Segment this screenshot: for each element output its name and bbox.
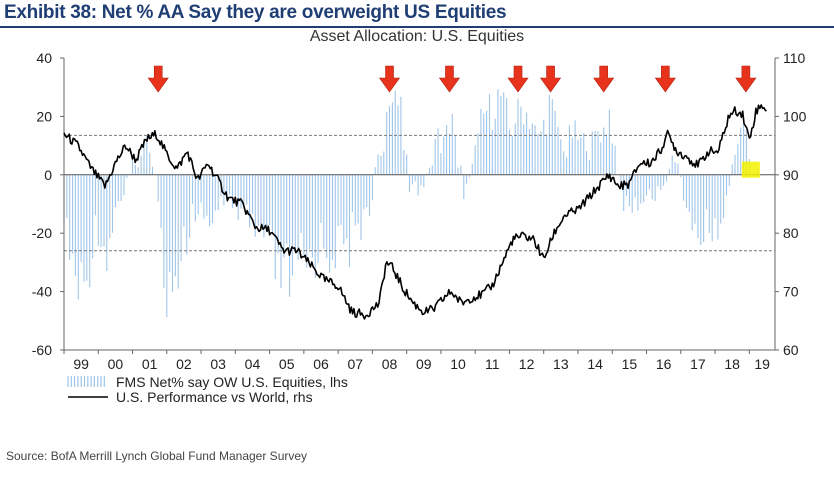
source-note: Source: BofA Merrill Lynch Global Fund M… <box>6 449 308 463</box>
y-left-tick-label: -40 <box>32 284 52 300</box>
line-series <box>63 104 767 320</box>
performance-line <box>63 104 767 320</box>
y-right-tick-label: 60 <box>783 342 799 358</box>
legend-label-bars: FMS Net% say OW U.S. Equities, lhs <box>116 374 348 390</box>
down-arrow-icon <box>507 65 529 93</box>
x-tick-label: 13 <box>553 356 569 372</box>
exhibit-title: Exhibit 38: Net % AA Say they are overwe… <box>4 2 507 23</box>
y-left-tick-label: -20 <box>32 225 52 241</box>
chart-title: Asset Allocation: U.S. Equities <box>309 28 525 45</box>
legend-label-line: U.S. Performance vs World, rhs <box>116 389 313 405</box>
highlight-marker <box>741 161 760 178</box>
x-tick-label: 15 <box>622 356 638 372</box>
x-tick-label: 99 <box>73 356 89 372</box>
down-arrow-icon <box>735 65 757 93</box>
chart: 40 20 0 -20 -40 -60 110 100 90 80 70 60 99 00 01 02 03 04… <box>32 50 807 405</box>
x-tick-label: 09 <box>416 356 432 372</box>
x-tick-label: 07 <box>347 356 363 372</box>
y-left-tick-label: 40 <box>36 50 52 66</box>
bar-series <box>63 89 759 318</box>
y-right-tick-label: 110 <box>783 50 806 66</box>
down-arrow-icon <box>539 65 562 93</box>
reference-lines <box>64 134 775 252</box>
y-left-tick-label: 20 <box>36 108 52 124</box>
x-tick-label: 12 <box>519 356 535 372</box>
down-arrow-icon <box>147 65 169 93</box>
down-arrow-icon <box>654 65 676 93</box>
y-right-tick-label: 70 <box>783 284 799 300</box>
y-right-tick-label: 90 <box>783 167 799 183</box>
x-tick-label: 02 <box>176 356 192 372</box>
x-tick-label: 05 <box>279 356 295 372</box>
arrow-markers <box>147 65 757 93</box>
y-right-tick-label: 100 <box>783 108 807 124</box>
down-arrow-icon <box>378 65 401 93</box>
title-rule <box>0 26 834 28</box>
x-tick-label: 19 <box>754 356 770 372</box>
x-tick-label: 00 <box>108 356 124 372</box>
axes: 40 20 0 -20 -40 -60 110 100 90 80 70 60 99 00 01 02 03 04… <box>32 50 807 372</box>
x-tick-label: 18 <box>724 356 740 372</box>
y-left-tick-label: -60 <box>32 342 52 358</box>
x-tick-label: 06 <box>313 356 329 372</box>
down-arrow-icon <box>593 65 615 93</box>
x-tick-label: 01 <box>142 356 158 372</box>
x-tick-label: 16 <box>656 356 672 372</box>
x-tick-label: 04 <box>245 356 261 372</box>
down-arrow-icon <box>438 65 461 93</box>
x-tick-label: 03 <box>210 356 226 372</box>
y-right-tick-label: 80 <box>783 225 799 241</box>
highlight-box <box>741 161 760 178</box>
x-tick-label: 17 <box>690 356 706 372</box>
x-tick-label: 11 <box>485 356 500 372</box>
x-tick-label: 08 <box>382 356 398 372</box>
x-tick-label: 14 <box>587 356 603 372</box>
y-left-tick-label: 0 <box>44 167 52 183</box>
x-tick-label: 10 <box>450 356 466 372</box>
